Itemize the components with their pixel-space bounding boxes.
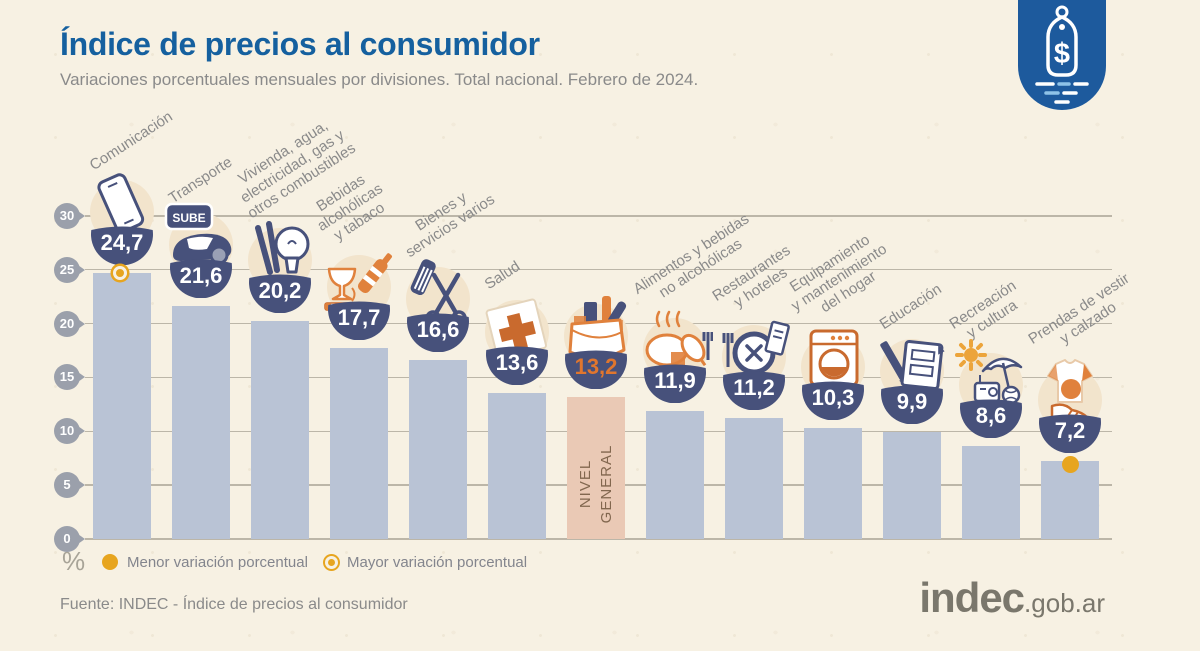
indec-logo: indec .gob.ar: [919, 574, 1105, 622]
category-label: Recreación y cultura: [946, 277, 1021, 343]
y-axis-tick: 25: [54, 256, 85, 283]
category-label: Equipamiento y mantenimiento del hogar: [786, 231, 890, 317]
bar: [93, 272, 151, 539]
value-bubble: [485, 338, 549, 385]
beach-umbrella-icon: [953, 339, 1029, 415]
gridline: [85, 215, 1112, 217]
y-axis-tick: 20: [54, 310, 85, 337]
y-axis-tick: 10: [54, 418, 85, 445]
value-label: 13,6: [495, 349, 539, 375]
smartphone-icon: [84, 166, 160, 242]
legend-item-mayor: Mayor variación porcentual: [325, 553, 527, 571]
bar: [172, 306, 230, 539]
value-label: 20,2: [258, 278, 302, 304]
bar: [251, 321, 309, 539]
y-axis-unit: %: [62, 546, 86, 576]
value-label: 10,3: [811, 385, 855, 411]
value-label: 11,9: [654, 367, 696, 393]
y-axis-tick: 15: [54, 364, 85, 391]
value-label: 24,7: [100, 229, 144, 255]
indec-logo-text: indec: [919, 574, 1025, 621]
bar: [409, 360, 467, 539]
price-tag-icon: $: [1035, 5, 1089, 104]
legend-item-menor: Menor variación porcentual: [102, 553, 308, 571]
bar: [488, 392, 546, 539]
value-label: 16,6: [416, 317, 460, 343]
value-bubble: [90, 218, 154, 266]
bar: [646, 410, 704, 539]
value-bubble: [643, 356, 707, 404]
value-bubble: [880, 377, 944, 425]
max-variation-marker: [112, 266, 127, 281]
min-variation-marker: [1061, 455, 1079, 473]
value-bubble: [406, 305, 470, 353]
value-bubble: [722, 363, 786, 411]
value-label: 9,9: [896, 389, 928, 415]
value-label: 8,6: [975, 403, 1007, 429]
alcohol-tobacco-icon: [321, 241, 397, 317]
bar: [883, 432, 941, 539]
value-label: 11,2: [733, 375, 775, 401]
gridline: [85, 538, 1112, 540]
page-subtitle: Variaciones porcentuales mensuales por d…: [60, 70, 699, 89]
bar: NIVEL GENERAL: [567, 396, 625, 539]
y-axis-tick: 5: [54, 472, 85, 499]
value-bubble: [327, 293, 391, 341]
category-label: Comunicación: [86, 107, 176, 174]
source-note: Fuente: INDEC - Índice de precios al con…: [60, 596, 408, 613]
value-bubble: [169, 251, 233, 299]
solid-dot-marker-icon: [102, 554, 118, 570]
category-label: Bienes y servicios varios: [402, 188, 498, 262]
value-bubble: [248, 266, 312, 314]
value-label: 13,2: [574, 353, 618, 379]
indec-price-tag-logo: $: [1018, 0, 1106, 110]
y-axis-tick: 0: [54, 526, 85, 552]
gridline: [85, 269, 1112, 271]
value-bubble: [959, 391, 1023, 439]
transport-icon: SUBE: [163, 199, 239, 275]
bar: [1041, 461, 1099, 539]
plate-cutlery-icon: [716, 311, 792, 387]
ring-dot-marker-icon: [325, 555, 338, 569]
housing-icon: [242, 214, 318, 290]
bar: [962, 446, 1020, 539]
bar-inner-label: NIVEL GENERAL: [577, 444, 615, 524]
indec-logo-domain: .gob.ar: [1024, 588, 1105, 618]
bar: [330, 348, 388, 539]
svg-text:SUBE: SUBE: [172, 211, 205, 225]
bar: [804, 428, 862, 539]
value-label: 7,2: [1054, 418, 1086, 444]
value-label: 17,7: [337, 305, 381, 331]
roast-chicken-icon: [637, 304, 714, 380]
bar: [725, 418, 783, 539]
washing-machine-icon: [795, 321, 871, 397]
first-aid-icon: [479, 286, 555, 362]
value-label: 21,6: [179, 263, 223, 289]
category-label: Prendas de vestir y calzado: [1025, 270, 1133, 349]
y-axis-tick: 30: [54, 202, 85, 229]
value-bubble: [801, 373, 865, 421]
legend-label: Menor variación porcentual: [127, 553, 308, 571]
page-title: Índice de precios al consumidor: [60, 26, 540, 62]
value-bubble: [564, 342, 628, 390]
value-bubble: [1038, 406, 1102, 454]
dollar-symbol: $: [1054, 38, 1070, 70]
legend-label: Mayor variación porcentual: [347, 553, 528, 571]
